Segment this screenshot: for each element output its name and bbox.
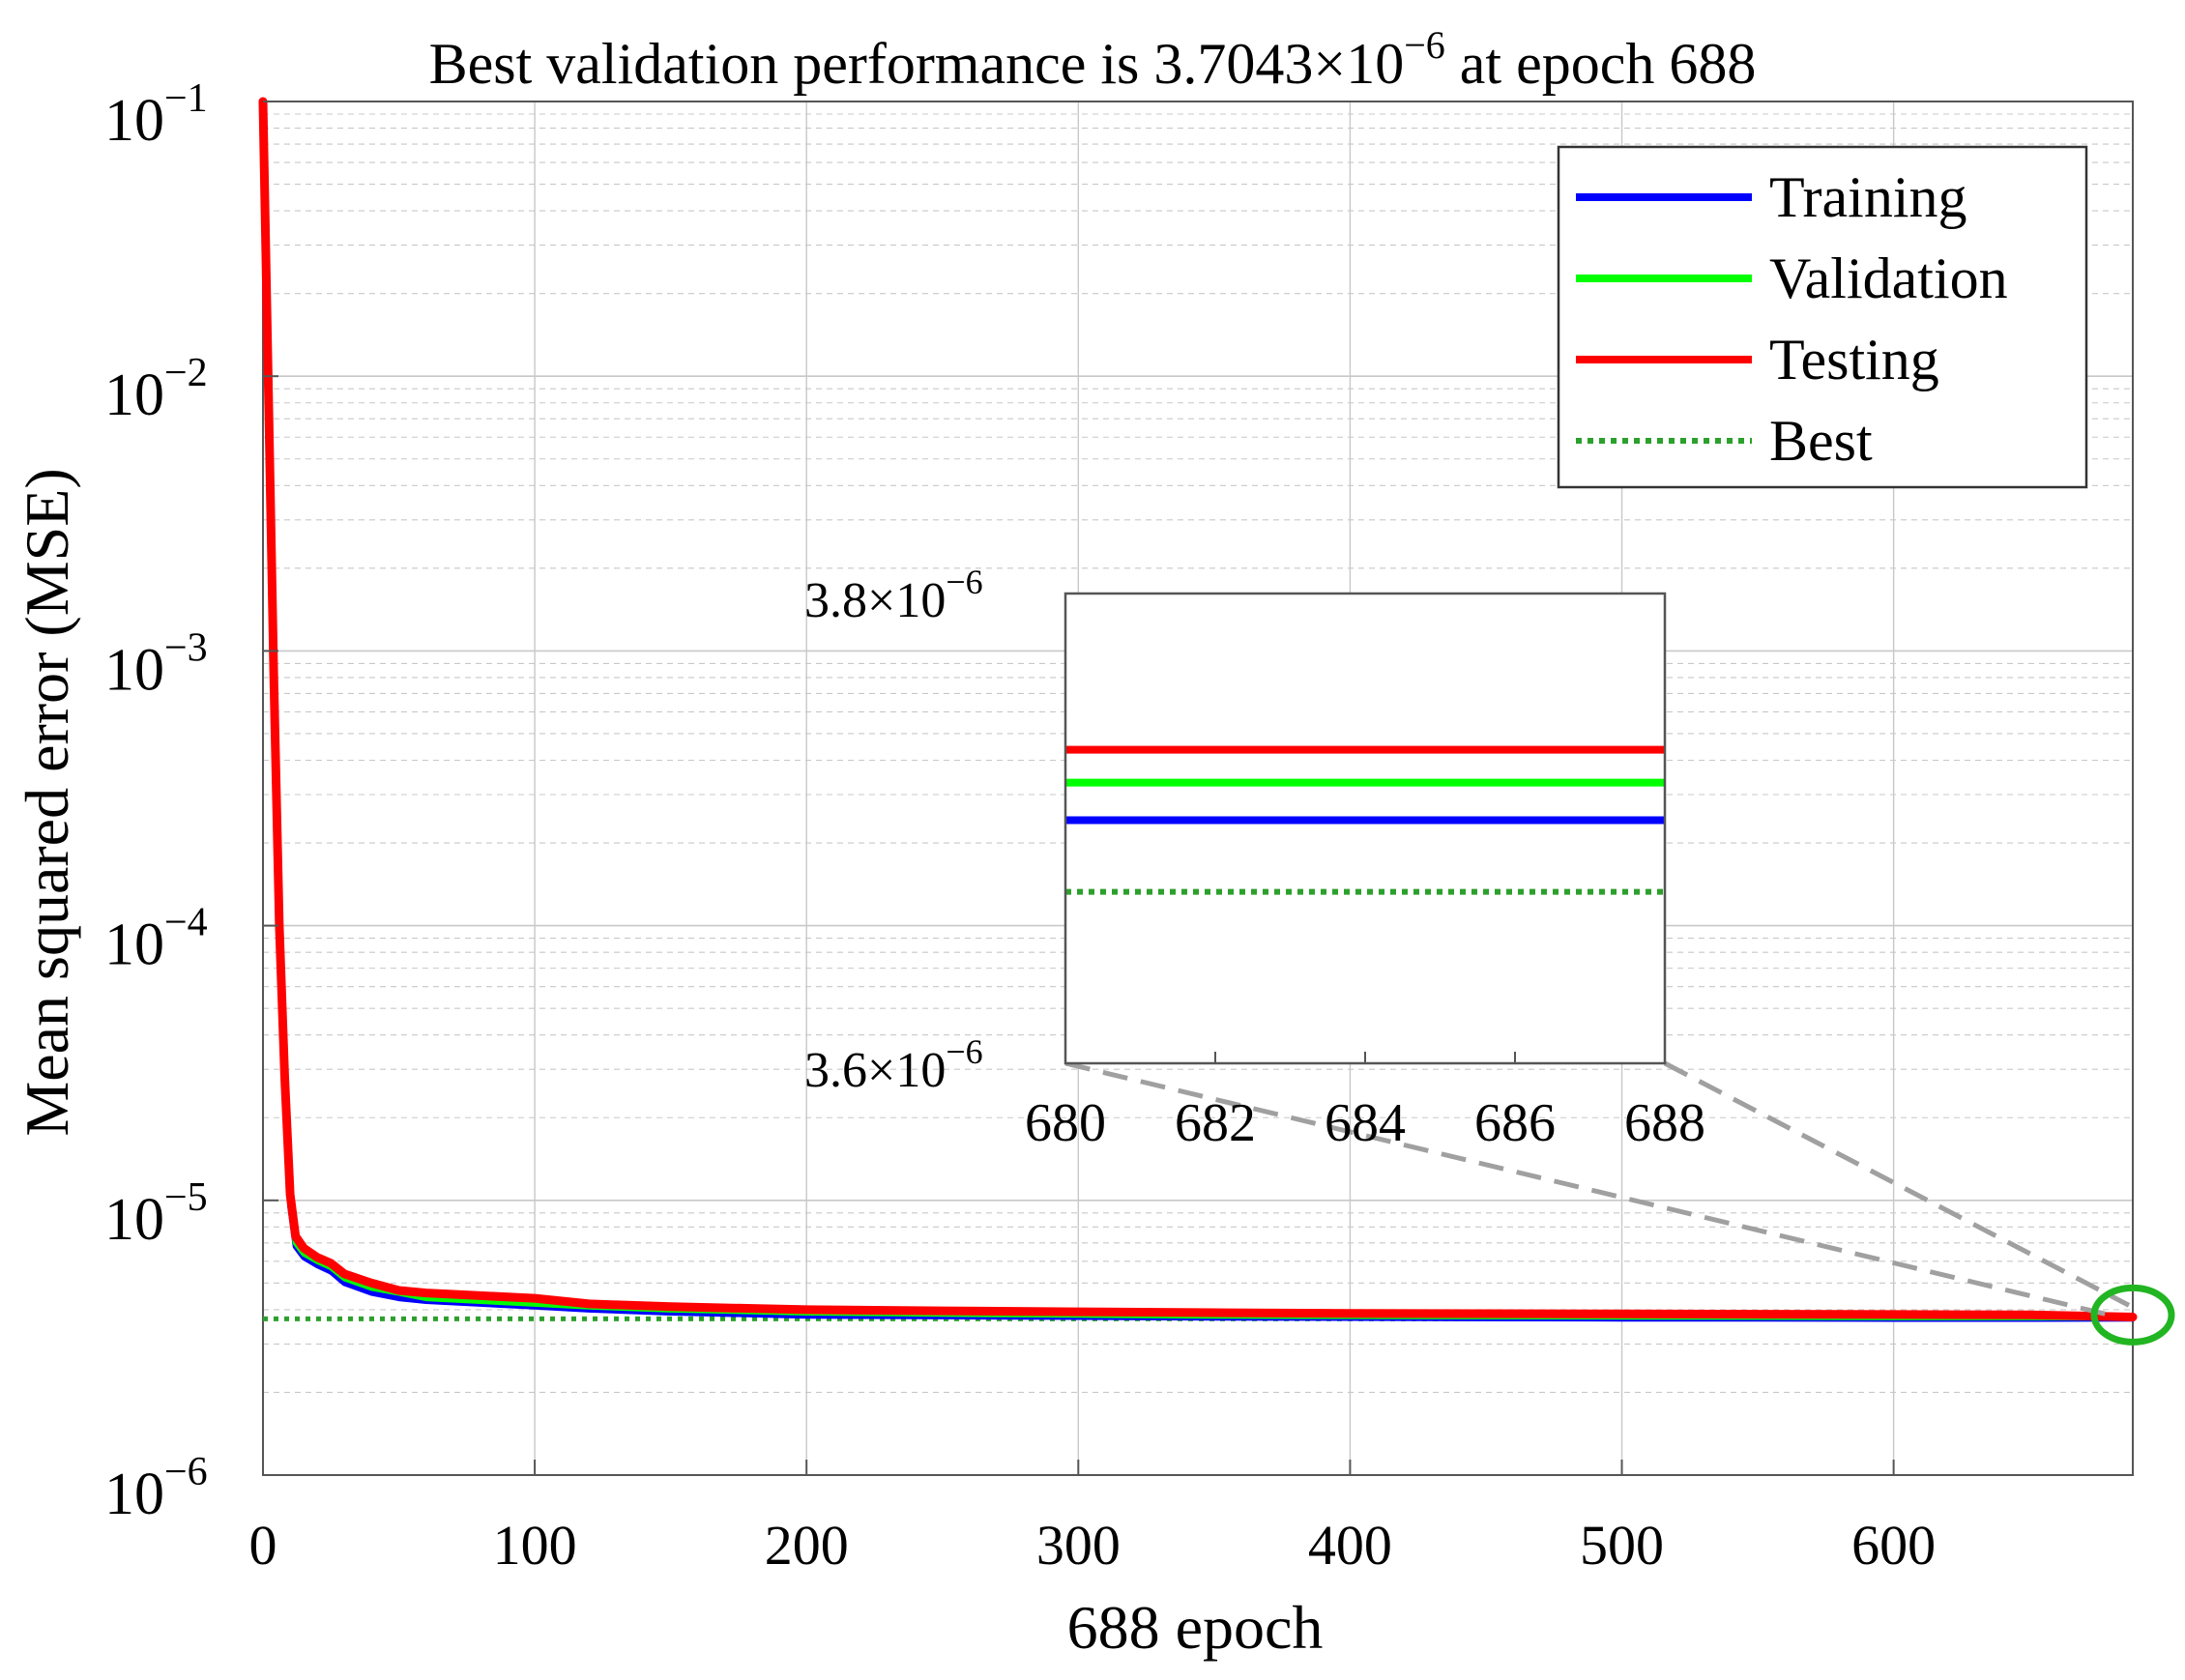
- x-tick-label: 100: [493, 1514, 577, 1577]
- y-tick-base: 10: [104, 637, 164, 703]
- inset-y-tick-exponent: −6: [946, 563, 982, 601]
- inset-x-tick-label: 682: [1175, 1093, 1256, 1153]
- zoom-connectors: [1064, 1060, 2131, 1318]
- y-tick-exponent: −5: [164, 1175, 208, 1220]
- inset-y-tick-base: 10: [895, 1043, 946, 1098]
- title-suffix: at epoch 688: [1445, 32, 1757, 96]
- x-tick-label: 500: [1580, 1514, 1664, 1577]
- inset-y-tick-mantissa: 3.6: [804, 1043, 867, 1098]
- inset-x-tick-labels: 680 682 684 686 688: [1025, 1052, 1705, 1153]
- y-tick-base: 10: [104, 1462, 164, 1527]
- inset-y-tick-times: ×: [867, 573, 895, 628]
- x-tick-label: 300: [1036, 1514, 1121, 1577]
- series-line-testing: [258, 97, 2138, 1321]
- y-tick-exponent: −2: [164, 351, 208, 395]
- y-tick-label: 10−6: [104, 1450, 208, 1527]
- y-tick-base: 10: [104, 362, 164, 428]
- y-tick-base: 10: [104, 912, 164, 978]
- x-axis-label: 688 epoch: [1067, 1593, 1324, 1662]
- chart-title: Best validation performance is 3.7043×10…: [429, 23, 1757, 96]
- x-tick-labels: 0 100 200 300 400 500 600: [249, 1514, 1937, 1577]
- inset-series: [1065, 745, 1665, 895]
- grid: [262, 101, 2133, 1476]
- x-tick-label: 200: [765, 1514, 849, 1577]
- series-group: [258, 97, 2138, 1322]
- zoom-connector-right: [1663, 1060, 2131, 1308]
- y-tick-exponent: −4: [164, 901, 208, 945]
- y-tick-label: 10−2: [104, 351, 208, 428]
- inset-x-tick-label: 680: [1025, 1093, 1106, 1153]
- y-tick-label: 10−4: [104, 901, 208, 978]
- title-base: 10: [1346, 32, 1404, 96]
- y-tick-exponent: −3: [164, 625, 208, 670]
- legend: Training Validation Testing Best: [1557, 145, 2088, 489]
- y-axis-label: Mean squared error (MSE): [13, 468, 81, 1136]
- title-exponent: −6: [1404, 23, 1445, 67]
- best-epoch-marker: [2090, 1284, 2175, 1346]
- inset-y-tick-times: ×: [867, 1043, 895, 1098]
- y-tick-base: 10: [104, 88, 164, 154]
- inset-y-tick-label: 3.6×10−6: [804, 1032, 983, 1098]
- legend-box: [1557, 145, 2088, 489]
- inset-zoom: 680 682 684 686 688 3.8×10−63.6×10−6: [804, 563, 1705, 1153]
- inset-x-tick-label: 684: [1325, 1093, 1406, 1153]
- legend-label-validation: Validation: [1769, 246, 2008, 310]
- legend-entries: Training Validation Testing Best: [1576, 165, 2008, 473]
- inset-background: [1065, 594, 1665, 1063]
- x-tick-label: 600: [1851, 1514, 1936, 1577]
- plot-frame: [262, 101, 2134, 1476]
- inset-y-tick-label: 3.8×10−6: [804, 563, 983, 628]
- inset-y-tick-labels: 3.8×10−63.6×10−6: [804, 563, 983, 1098]
- x-tick-label: 0: [249, 1514, 277, 1577]
- inset-y-tick-mantissa: 3.8: [804, 573, 867, 628]
- y-tick-exponent: −1: [164, 76, 208, 121]
- inset-y-tick-base: 10: [895, 573, 946, 628]
- zoom-connector-left: [1064, 1060, 2111, 1318]
- y-tick-label: 10−3: [104, 625, 208, 703]
- legend-label-best: Best: [1769, 409, 1873, 473]
- y-tick-labels: 10−110−210−310−410−510−6: [104, 76, 278, 1527]
- inset-x-tick-label: 688: [1624, 1093, 1705, 1153]
- legend-label-training: Training: [1769, 165, 1967, 229]
- y-tick-label: 10−1: [104, 76, 208, 154]
- y-tick-label: 10−5: [104, 1175, 208, 1253]
- y-tick-exponent: −6: [164, 1450, 208, 1494]
- inset-x-tick-label: 686: [1474, 1093, 1556, 1153]
- inset-y-tick-exponent: −6: [946, 1032, 982, 1071]
- legend-label-testing: Testing: [1769, 328, 1939, 391]
- title-prefix: Best validation performance is 3.7043: [429, 32, 1314, 96]
- y-tick-base: 10: [104, 1187, 164, 1253]
- title-times: ×: [1313, 32, 1346, 96]
- x-tick-label: 400: [1308, 1514, 1392, 1577]
